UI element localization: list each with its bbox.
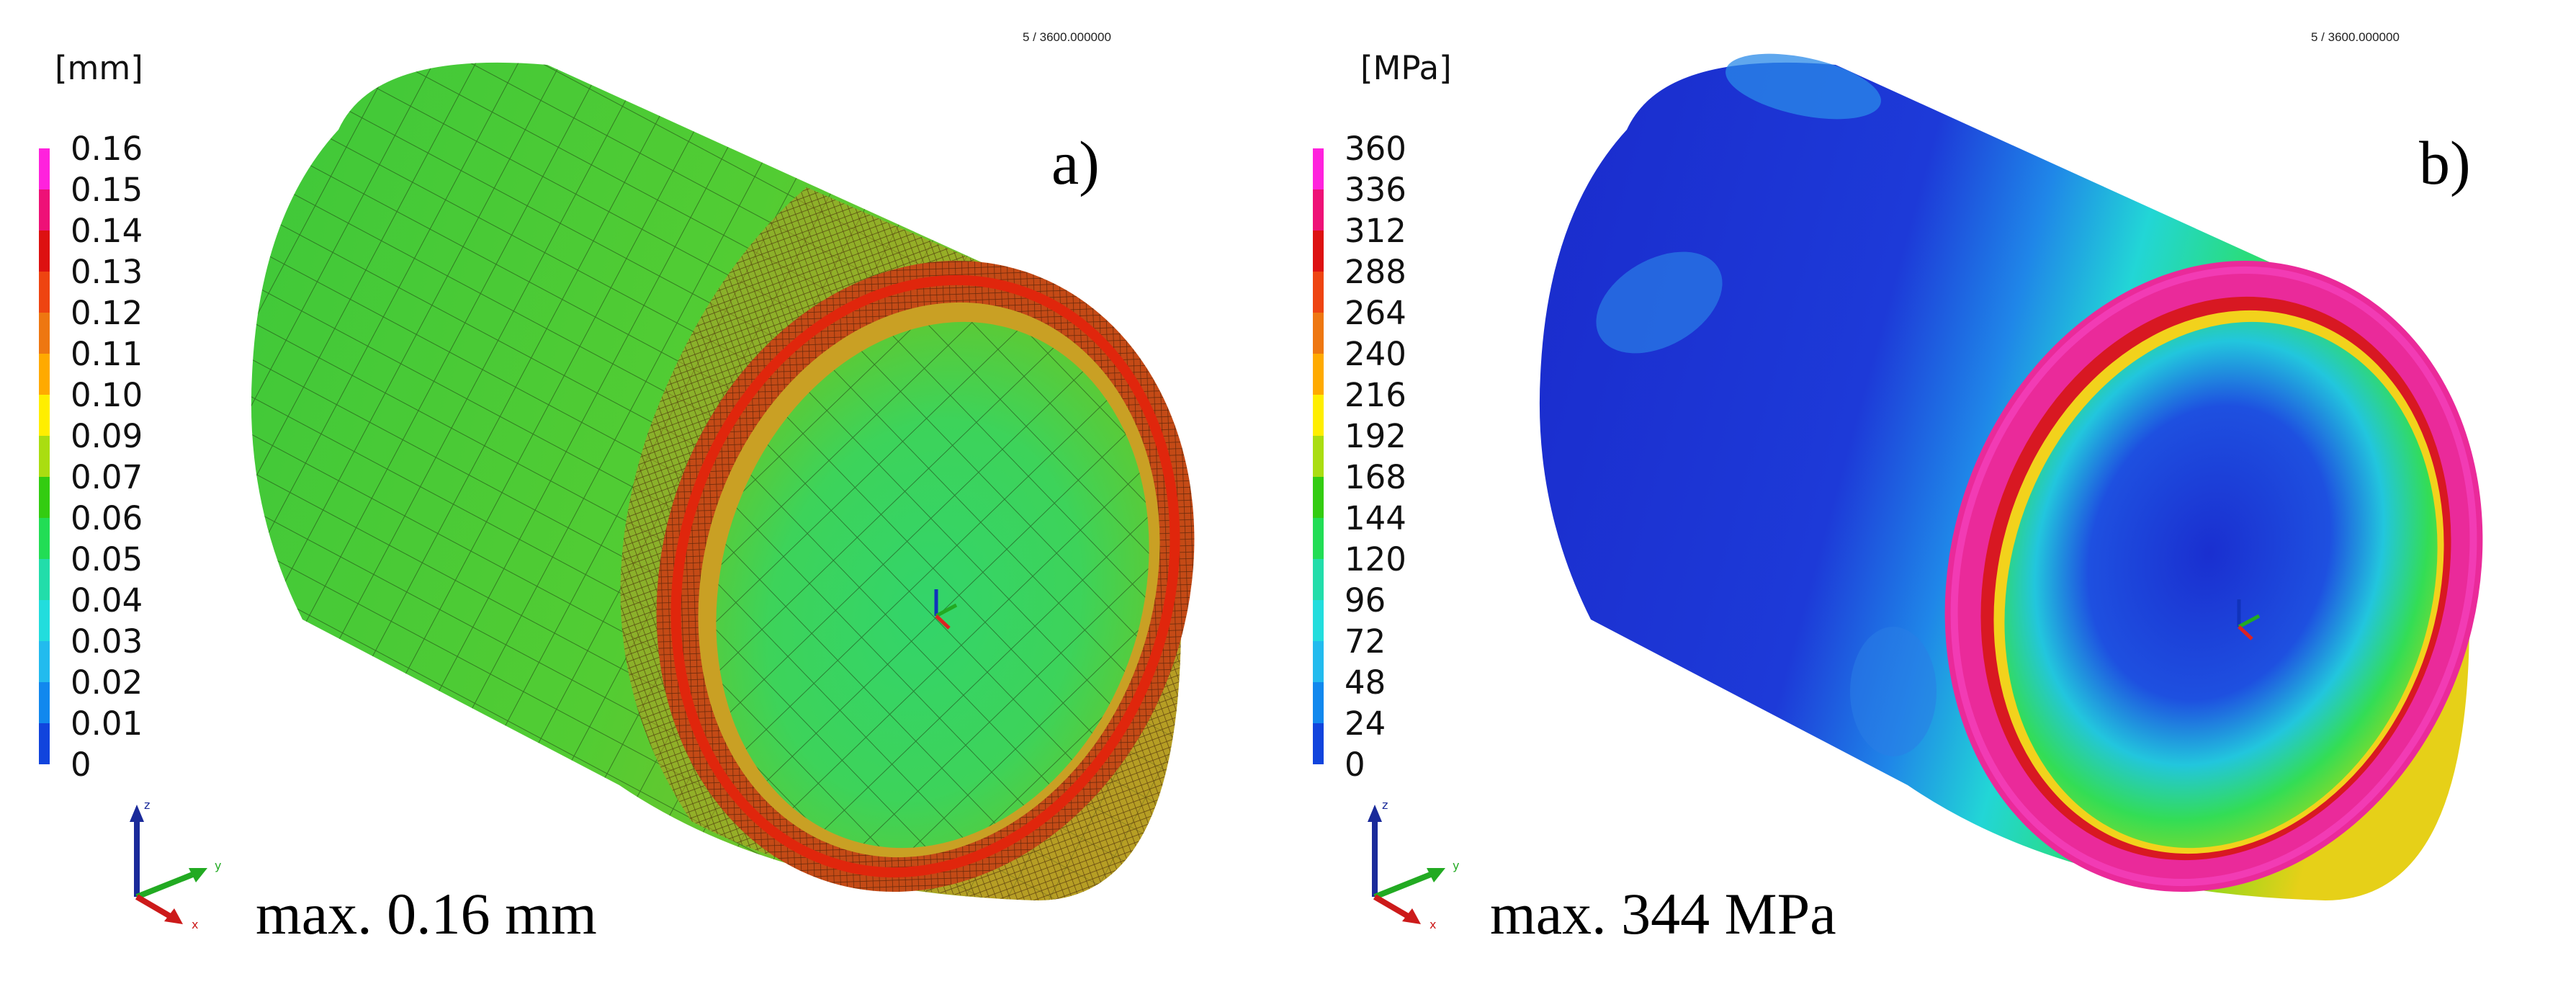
panel-tag: a) (1051, 128, 1100, 197)
legend-swatch (39, 723, 50, 764)
legend-tick: 216 (1345, 376, 1406, 414)
legend-swatch (1313, 231, 1324, 272)
axis-label-y: y (215, 859, 221, 872)
legend-tick: 288 (1345, 253, 1406, 291)
max-value-label: max. 344 MPa (1490, 881, 1836, 947)
legend-swatch (39, 231, 50, 272)
legend-swatch (1313, 477, 1324, 518)
legend-tick: 312 (1345, 212, 1406, 250)
legend-swatch (1313, 641, 1324, 682)
legend-swatch (1313, 148, 1324, 189)
legend-tick: 240 (1345, 335, 1406, 373)
legend-swatch (1313, 559, 1324, 600)
legend-tick: 0.06 (71, 499, 143, 537)
legend-tick: 0.02 (71, 663, 143, 702)
legend-tick: 0.04 (71, 581, 143, 620)
legend-unit: [MPa] (1360, 49, 1452, 87)
legend-tick: 120 (1345, 540, 1406, 578)
legend-swatch (1313, 313, 1324, 354)
legend-tick: 0.14 (71, 212, 143, 250)
legend-swatch (1313, 518, 1324, 559)
panel-tag: b) (2419, 128, 2471, 197)
stress-panel: 5 / 3600.000000 [MPa] 360 336 312 288 26… (1288, 0, 2576, 984)
origin-triad (2237, 599, 2261, 640)
legend-swatch (39, 272, 50, 313)
step-label: 5 / 3600.000000 (1023, 30, 1111, 44)
axis-label-x: x (1430, 918, 1436, 931)
axis-label-z: z (144, 798, 150, 812)
legend-tick: 144 (1345, 499, 1406, 537)
displacement-panel: 5 / 3600.000000 [mm] 0.16 0.15 0.14 0.13… (39, 30, 1195, 947)
legend-swatch (39, 641, 50, 682)
origin-triad (934, 589, 958, 630)
legend-tick: 0.05 (71, 540, 143, 578)
legend-swatch (39, 477, 50, 518)
legend-tick: 0.16 (71, 130, 143, 168)
legend-swatch (39, 436, 50, 477)
legend-swatch (39, 682, 50, 723)
legend-swatch (1313, 395, 1324, 436)
legend-tick: 0.09 (71, 417, 143, 455)
legend-tick: 72 (1345, 622, 1386, 661)
legend-swatch (39, 354, 50, 395)
legend-tick: 0.03 (71, 622, 143, 661)
legend-swatch (1313, 600, 1324, 641)
axis-triad-icon: z y x (1368, 798, 1459, 931)
legend-tick: 96 (1345, 581, 1386, 620)
step-label: 5 / 3600.000000 (2311, 30, 2400, 44)
legend-swatch (1313, 723, 1324, 764)
legend-tick: 264 (1345, 294, 1406, 332)
legend-swatch (1313, 189, 1324, 231)
legend-tick: 336 (1345, 171, 1406, 209)
legend-tick: 0.11 (71, 335, 143, 373)
legend-tick: 0.10 (71, 376, 143, 414)
axis-label-z: z (1382, 798, 1388, 812)
cylinder-stress-plot (1539, 53, 2483, 900)
legend-tick: 0.15 (71, 171, 143, 209)
legend-swatch (39, 600, 50, 641)
legend-tick: 0.07 (71, 458, 143, 496)
legend-swatch (39, 559, 50, 600)
axis-triad-icon: z y x (130, 798, 221, 931)
legend-tick: 0 (71, 746, 91, 784)
cylinder-displacement-plot (251, 62, 1195, 900)
legend-swatch (39, 313, 50, 354)
legend-swatch (39, 518, 50, 559)
max-value-label: max. 0.16 mm (256, 881, 597, 947)
legend-tick: 192 (1345, 417, 1406, 455)
legend-tick: 0.13 (71, 253, 143, 291)
legend-tick: 168 (1345, 458, 1406, 496)
legend-tick: 24 (1345, 705, 1386, 743)
legend-swatch (39, 189, 50, 231)
legend-swatch (1313, 436, 1324, 477)
axis-label-x: x (192, 918, 198, 931)
axis-label-y: y (1453, 859, 1459, 872)
legend-swatch (39, 148, 50, 189)
legend-tick: 0 (1345, 746, 1365, 784)
legend-swatch (1313, 682, 1324, 723)
legend-tick: 0.12 (71, 294, 143, 332)
legend-unit: [mm] (55, 49, 143, 87)
legend-swatch (39, 395, 50, 436)
legend-tick: 360 (1345, 130, 1406, 168)
legend-swatch (1313, 272, 1324, 313)
legend-tick: 48 (1345, 663, 1386, 702)
legend-swatch (1313, 354, 1324, 395)
legend-tick: 0.01 (71, 705, 143, 743)
